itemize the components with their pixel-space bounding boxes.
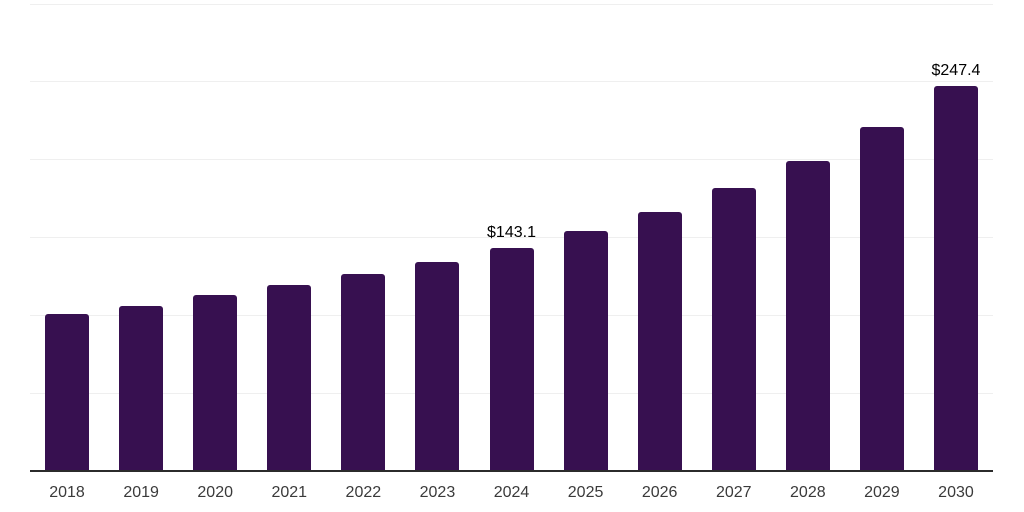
bar-2020 (193, 295, 238, 471)
bar-2019 (119, 305, 164, 471)
bar-slot-2019 (104, 4, 178, 471)
x-tick-label-2021: 2021 (271, 484, 308, 501)
x-tick-label-2024: 2024 (493, 484, 530, 501)
bar-2022 (341, 274, 386, 471)
x-tick-label-2027: 2027 (715, 484, 752, 501)
gridline-250 (30, 81, 993, 83)
x-tick-label-2028: 2028 (790, 484, 826, 501)
bar-slot-2024: $143.1 (474, 4, 548, 471)
bar-slot-2023 (400, 4, 474, 471)
x-tick-label-2020: 2020 (197, 484, 233, 501)
x-tick-label-2029: 2029 (864, 484, 900, 501)
bar-slot-2027 (697, 4, 771, 471)
x-tick-label-2026: 2026 (641, 484, 678, 501)
bar-slot-2026 (623, 4, 697, 471)
bar-2025 (563, 230, 608, 471)
gridline-150 (30, 237, 993, 238)
bar-2028 (785, 160, 830, 471)
bar-slot-2028 (771, 4, 845, 471)
plot-area: $143.1 $247.4 (30, 3, 993, 471)
x-tick-label-2019: 2019 (123, 484, 159, 501)
bar-slot-2030: $247.4 (919, 4, 993, 471)
bar-slot-2022 (326, 4, 400, 471)
data-label-2024: $143.1 (487, 224, 536, 242)
bar-2018 (45, 313, 90, 471)
bar-2030 (933, 85, 978, 471)
x-tick-label-2030: 2030 (938, 484, 974, 501)
bar-slot-2018 (30, 4, 104, 471)
x-tick-label-2023: 2023 (419, 484, 456, 501)
bar-2021 (267, 285, 312, 471)
bar-2027 (711, 188, 756, 471)
bars-row: $143.1 $247.4 (30, 4, 993, 471)
x-tick-label-2025: 2025 (567, 484, 604, 501)
x-axis-line (30, 470, 993, 472)
x-tick-label-2022: 2022 (345, 484, 382, 501)
bar-2023 (415, 262, 460, 471)
x-tick-label-2018: 2018 (49, 484, 85, 501)
gridline-200 (30, 159, 993, 161)
data-label-2030: $247.4 (931, 61, 981, 79)
bar-2026 (637, 211, 682, 471)
bar-2024 (489, 248, 534, 471)
gridline-300 (30, 3, 993, 5)
bar-slot-2020 (178, 4, 252, 471)
bar-2029 (859, 126, 904, 471)
bar-slot-2025 (549, 4, 623, 471)
x-axis-labels: 2018 2019 2020 2021 2022 2023 2024 2025 2026 2027… (30, 484, 993, 502)
bar-slot-2021 (252, 4, 326, 471)
bar-slot-2029 (845, 4, 919, 471)
